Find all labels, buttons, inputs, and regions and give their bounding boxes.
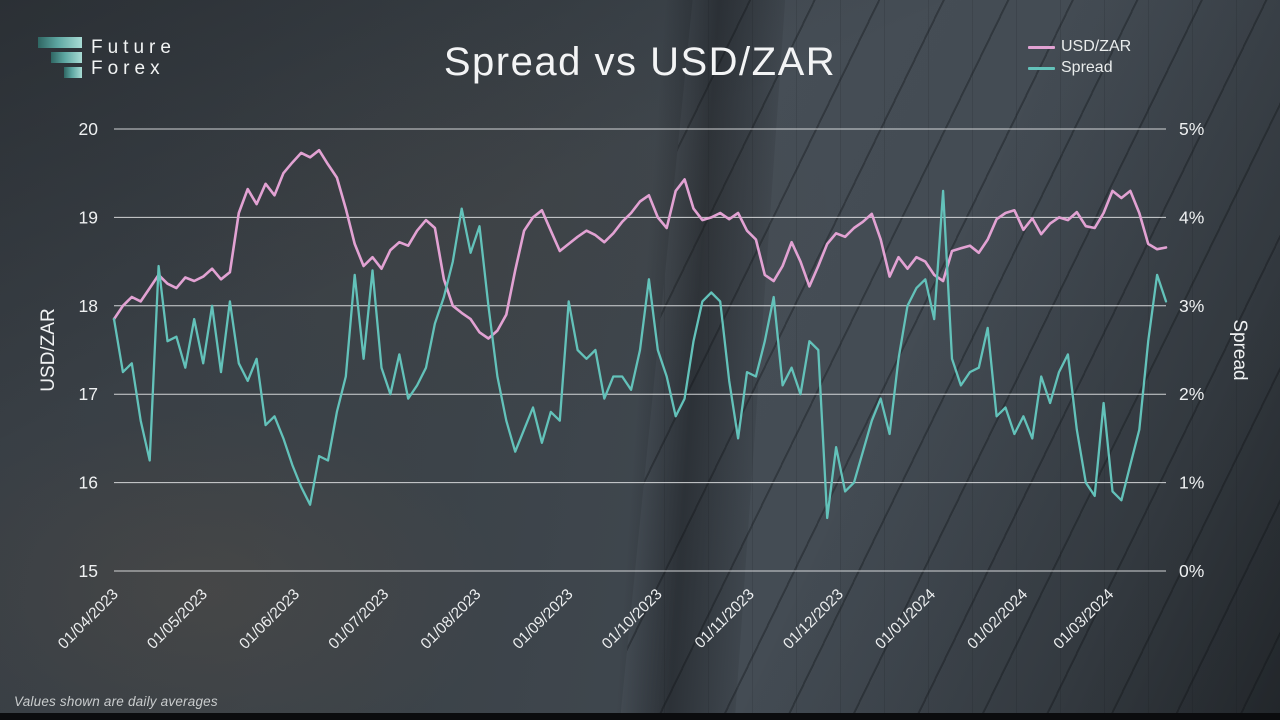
x-axis-tick-label: 01/12/2023: [780, 586, 847, 653]
x-axis-tick-label: 01/10/2023: [599, 586, 666, 653]
legend-label: Spread: [1061, 59, 1113, 76]
legend-item-usd-zar[interactable]: USD/ZAR: [1028, 38, 1131, 56]
right-axis-tick-label: 5%: [1179, 119, 1204, 139]
left-axis-tick-label: 18: [79, 296, 98, 316]
legend-swatch-icon: [1028, 66, 1055, 70]
right-axis-tick-label: 4%: [1179, 207, 1204, 227]
left-axis-tick-label: 19: [79, 207, 98, 227]
x-axis-tick-label: 01/08/2023: [418, 586, 485, 653]
x-axis-tick-label: 01/11/2023: [692, 586, 758, 652]
x-axis-tick-label: 01/06/2023: [236, 586, 303, 653]
x-axis-tick-label: 01/04/2023: [55, 586, 122, 653]
left-axis-tick-label: 15: [79, 561, 98, 581]
right-axis-tick-label: 0%: [1179, 561, 1204, 581]
x-axis-tick-label: 01/02/2024: [964, 586, 1031, 653]
legend-item-spread[interactable]: Spread: [1028, 59, 1131, 77]
right-axis-title: Spread: [1229, 319, 1250, 380]
legend-swatch-icon: [1028, 45, 1055, 49]
left-axis-tick-label: 20: [79, 119, 99, 139]
series-line-usd-zar: [112, 148, 1168, 340]
logo-bars-icon: [36, 36, 82, 81]
logo-text: Future Forex: [91, 36, 176, 81]
x-axis-tick-label: 01/07/2023: [325, 586, 392, 653]
left-axis-tick-label: 16: [79, 473, 98, 493]
chart-legend: USD/ZAR Spread: [1028, 38, 1131, 77]
legend-label: USD/ZAR: [1061, 38, 1132, 55]
logo-line2: Forex: [91, 58, 165, 79]
x-axis-tick-label: 01/01/2024: [872, 586, 939, 653]
right-axis-tick-label: 3%: [1179, 296, 1204, 316]
logo-line1: Future: [91, 37, 176, 58]
right-axis-tick-label: 2%: [1179, 384, 1204, 404]
footnote: Values shown are daily averages: [14, 694, 218, 709]
left-axis-title: USD/ZAR: [38, 308, 59, 391]
x-axis-tick-label: 01/05/2023: [144, 586, 211, 653]
left-axis-tick-label: 17: [79, 384, 98, 404]
series-line-spread: [112, 189, 1168, 520]
x-axis-tick-label: 01/09/2023: [510, 586, 577, 653]
future-forex-logo: Future Forex: [36, 36, 176, 81]
right-axis-tick-label: 1%: [1179, 473, 1204, 493]
x-axis-tick-label: 01/03/2024: [1050, 586, 1117, 653]
page-title: Spread vs USD/ZAR: [443, 40, 837, 84]
